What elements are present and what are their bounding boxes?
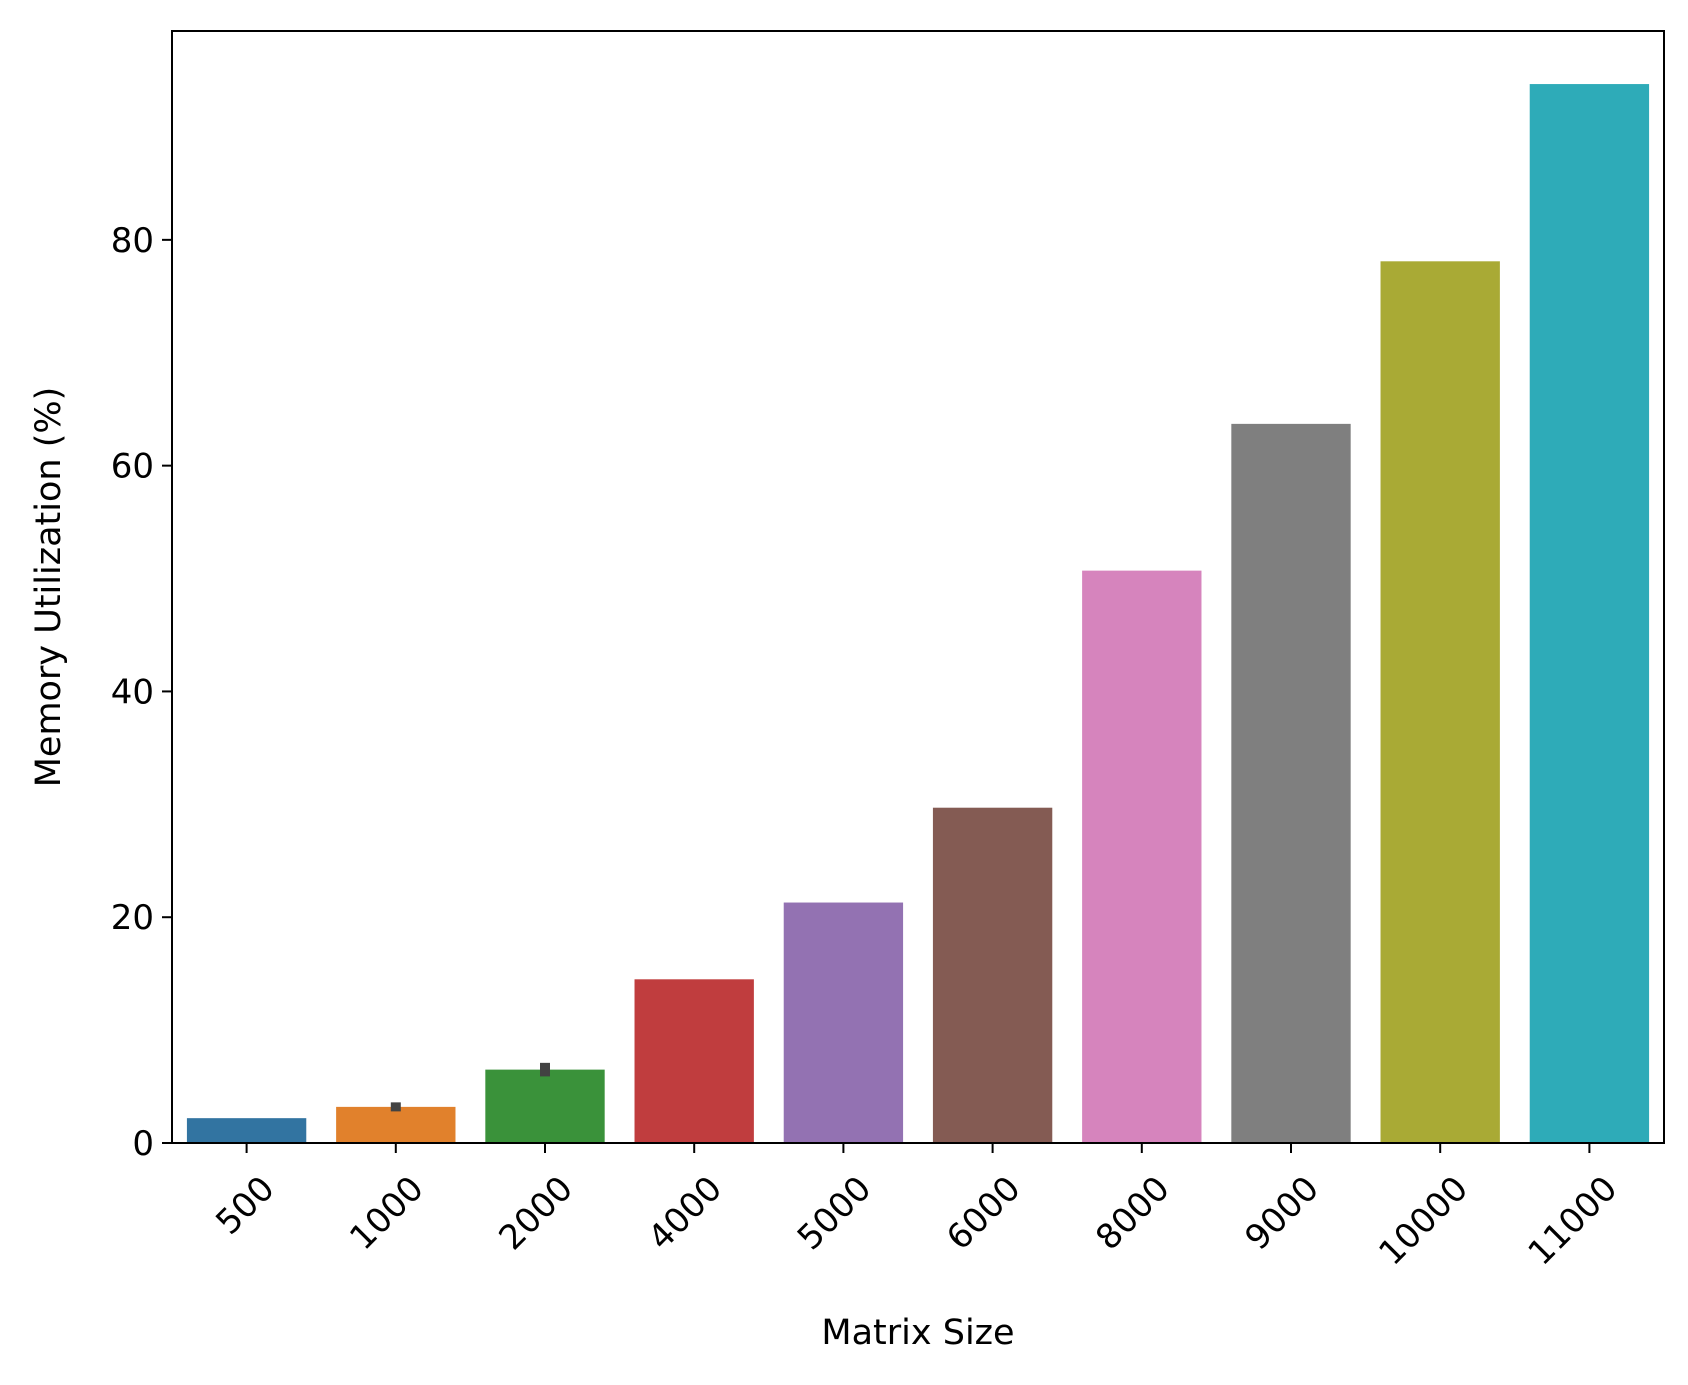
y-tick-label-40: 40 — [111, 672, 154, 712]
x-tick-label-10000: 10000 — [1371, 1169, 1476, 1274]
x-tick-label-5000: 5000 — [790, 1169, 879, 1258]
x-tick-label-4000: 4000 — [641, 1169, 730, 1258]
y-tick-label-60: 60 — [111, 447, 154, 487]
x-axis-label: Matrix Size — [821, 1313, 1014, 1353]
error-bars-layer — [390, 1062, 550, 1112]
plot-area-frame — [171, 30, 1665, 1144]
y-axis: 0 20 40 60 80 — [111, 221, 172, 1164]
x-axis: 500 1000 2000 4000 5000 6000 8000 9000 10000 1100… — [208, 1143, 1625, 1273]
y-tick-label-20: 20 — [111, 898, 154, 938]
x-tick-label-1000: 1000 — [342, 1169, 431, 1258]
bar-9000 — [1231, 423, 1351, 1144]
x-tick-label-8000: 8000 — [1088, 1169, 1177, 1258]
bar-10000 — [1380, 261, 1500, 1143]
bar-500 — [186, 1118, 307, 1143]
y-tick-label-80: 80 — [111, 221, 154, 261]
x-tick-label-500: 500 — [208, 1169, 282, 1243]
bar-2000 — [485, 1069, 605, 1143]
bar-1000 — [336, 1106, 456, 1143]
bar-4000 — [634, 979, 754, 1143]
bar-5000 — [783, 902, 904, 1143]
y-axis-label: Memory Utilization (%) — [29, 387, 69, 788]
bar-6000 — [932, 807, 1053, 1143]
x-tick-label-9000: 9000 — [1237, 1169, 1326, 1258]
bar-8000 — [1082, 570, 1202, 1143]
x-tick-label-11000: 11000 — [1521, 1169, 1626, 1274]
bars-layer — [186, 84, 1650, 1144]
bar-11000 — [1529, 84, 1650, 1143]
x-tick-label-6000: 6000 — [939, 1169, 1028, 1258]
y-tick-label-0: 0 — [132, 1124, 154, 1164]
x-tick-label-2000: 2000 — [491, 1169, 580, 1258]
